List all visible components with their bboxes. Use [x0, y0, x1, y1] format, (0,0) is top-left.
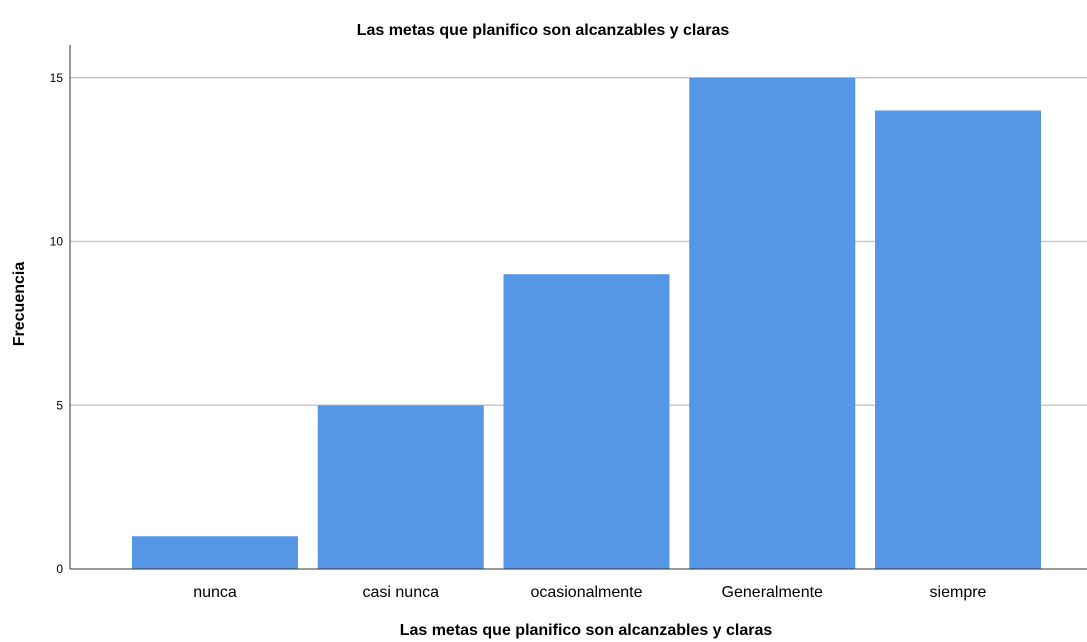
- y-tick-label: 15: [50, 71, 64, 85]
- x-tick-label: casi nunca: [363, 584, 440, 601]
- x-tick-label: Generalmente: [722, 584, 823, 601]
- y-axis-label: Frecuencia: [11, 262, 28, 347]
- chart-title: Las metas que planifico son alcanzables …: [357, 22, 730, 39]
- x-tick-label: siempre: [930, 584, 987, 601]
- x-tick-label: ocasionalmente: [530, 584, 642, 601]
- bar-siempre: [875, 110, 1041, 569]
- x-axis-label: Las metas que planifico son alcanzables …: [400, 622, 773, 639]
- y-tick-label: 5: [56, 398, 63, 412]
- y-tick-label: 0: [56, 562, 63, 576]
- bar-nunca: [132, 536, 298, 569]
- y-tick-labels: 0 5 10 15: [50, 71, 64, 576]
- bar-generalmente: [689, 77, 856, 569]
- y-tick-label: 10: [50, 235, 64, 249]
- bars: [132, 77, 1041, 569]
- bar-casi-nunca: [317, 405, 484, 569]
- x-tick-labels: nunca casi nunca ocasionalmente Generalment…: [193, 584, 986, 601]
- x-tick-label: nunca: [193, 584, 237, 601]
- bar-ocasionalmente: [503, 274, 670, 569]
- axes: [69, 45, 1087, 570]
